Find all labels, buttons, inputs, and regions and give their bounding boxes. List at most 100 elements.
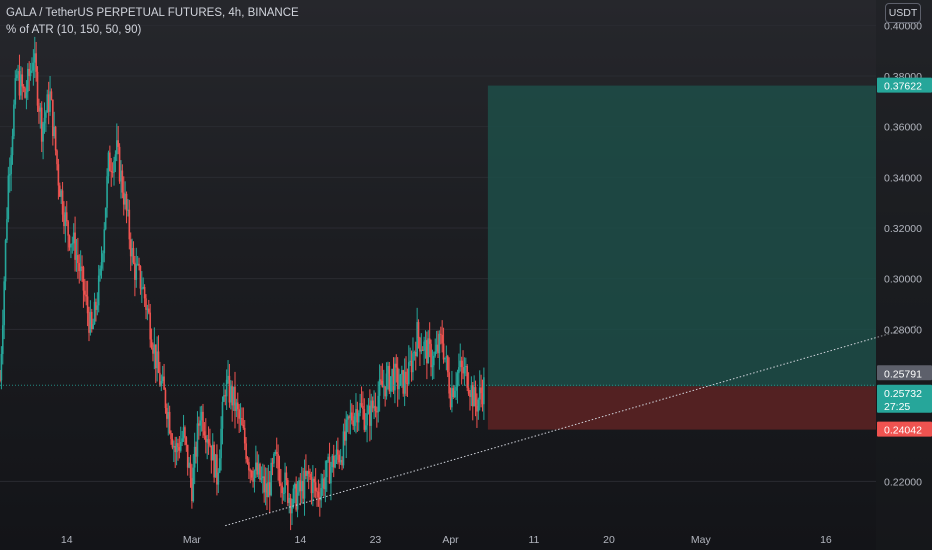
candle-body [138, 263, 140, 267]
candle-body [175, 443, 178, 453]
candle-body [241, 417, 243, 425]
candle-body [435, 344, 438, 352]
candle-body [99, 268, 101, 276]
candle-body [275, 451, 278, 454]
candle-body [235, 402, 238, 411]
candle-body [120, 170, 122, 182]
candle-body [434, 351, 437, 356]
candle-body [470, 385, 473, 397]
candle-body [381, 380, 384, 388]
time-tick-label: 16 [820, 534, 832, 546]
time-axis[interactable]: 14 Mar 14 23 Apr 11 20 May 16 [61, 534, 832, 546]
candle-body [170, 433, 172, 439]
candle-body [455, 386, 457, 391]
candle-body [382, 386, 385, 388]
candle-body [210, 445, 213, 461]
candle-body [253, 470, 256, 482]
candle-body [427, 338, 430, 364]
candle-body [242, 424, 245, 428]
time-tick-label: Apr [442, 534, 459, 546]
candle-body [324, 477, 327, 490]
time-tick-label: 23 [370, 534, 382, 546]
candle-body [252, 477, 254, 482]
candle-body [330, 467, 332, 484]
candle-body [22, 86, 25, 89]
candle-body [248, 462, 250, 471]
candle-body [63, 214, 65, 227]
target-label: 0.37622 [884, 81, 922, 93]
candle-body [271, 462, 274, 464]
candle-body [262, 476, 264, 479]
candle-body [67, 221, 69, 236]
candle-body [394, 363, 396, 391]
candle-body [296, 492, 299, 510]
candle-body [452, 388, 455, 397]
candle-body [300, 480, 303, 492]
candle-body [157, 351, 160, 373]
candle-body [463, 367, 466, 374]
candle-body [298, 480, 300, 493]
candle-body [424, 340, 427, 342]
price-tick-label: 0.34000 [884, 172, 922, 184]
candle-body [224, 395, 227, 397]
candle-body [18, 71, 21, 96]
candle-body [264, 483, 267, 493]
candle-body [402, 370, 405, 394]
candle-body [234, 386, 236, 411]
symbol-title[interactable]: GALA / TetherUS PERPETUAL FUTURES, 4h, B… [6, 7, 299, 19]
candle-body [249, 470, 252, 472]
candle-body [216, 454, 218, 485]
last-price-label: 0.25732 [884, 388, 922, 400]
target-label-box [877, 77, 932, 93]
price-tick-label: 0.30000 [884, 274, 922, 286]
candle-body [96, 305, 99, 310]
candle-body [141, 288, 143, 290]
candle-body [225, 379, 228, 397]
candle-body [438, 333, 441, 354]
candle-body [8, 174, 11, 176]
candle-body [396, 367, 399, 390]
indicator-title[interactable]: % of ATR (10, 150, 50, 90) [6, 24, 142, 36]
candle-body [181, 438, 183, 443]
candle-body [121, 170, 124, 193]
candle-body [413, 352, 416, 354]
candle-body [32, 62, 35, 71]
grid [0, 24, 876, 482]
candle-body [376, 411, 378, 413]
candle-body [344, 431, 346, 441]
candle-body [193, 446, 196, 468]
candle-body [409, 360, 411, 363]
price-axis[interactable]: 0.400000.380000.360000.340000.320000.300… [876, 0, 932, 550]
candle-body [260, 478, 263, 480]
candle-body [223, 395, 225, 402]
candle-body [163, 376, 165, 390]
candle-body [6, 219, 8, 241]
candle-body [338, 454, 341, 463]
currency-button[interactable]: USDT [885, 3, 921, 23]
candle-body [476, 405, 478, 412]
candle-body [341, 460, 343, 466]
candle-body [153, 344, 156, 354]
candle-body [285, 472, 288, 481]
long-position-tool[interactable] [487, 85, 876, 430]
candle-body [423, 341, 425, 351]
prev-close-label: 0.25791 [884, 368, 922, 380]
price-tick-label: 0.22000 [884, 476, 922, 488]
candle-body [288, 497, 291, 503]
candle-body [428, 338, 431, 344]
candle-body [469, 393, 471, 397]
candle-body [420, 349, 423, 352]
candle-body [156, 351, 158, 369]
candle-body [207, 439, 210, 444]
candle-body [88, 313, 90, 333]
candle-body [270, 462, 272, 496]
candle-body [57, 164, 60, 186]
candle-body [441, 334, 443, 344]
candle-body [40, 107, 43, 142]
candle-body [142, 287, 145, 289]
candle-body [65, 212, 68, 222]
candle-body [110, 170, 113, 172]
candle-body [392, 368, 395, 391]
